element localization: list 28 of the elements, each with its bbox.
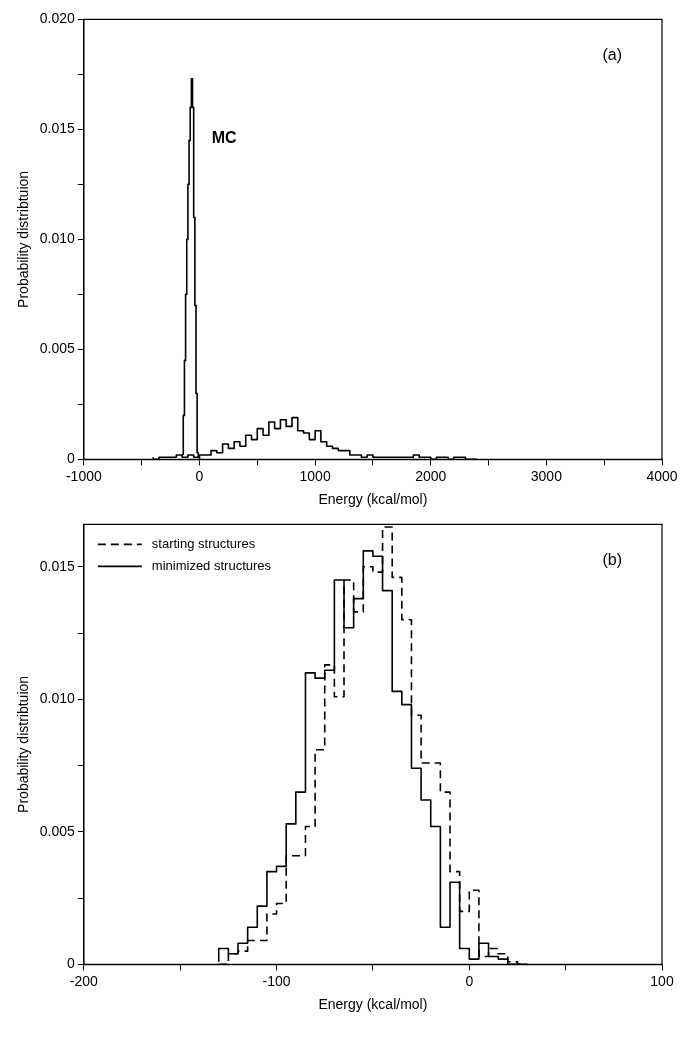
y-tick-label: 0.020 xyxy=(39,10,76,27)
annotation: (b) xyxy=(602,550,622,568)
y-tick-label: 0.015 xyxy=(39,557,76,574)
x-tick-label: 2000 xyxy=(415,467,447,484)
x-tick-label: 0 xyxy=(195,467,204,484)
x-tick-label: 0 xyxy=(465,972,474,989)
x-tick-label: -200 xyxy=(69,972,99,989)
y-tick-label: 0.005 xyxy=(39,822,76,839)
x-tick-label: -1000 xyxy=(65,467,102,484)
x-tick-label: 1000 xyxy=(299,467,331,484)
y-tick-label: 0.010 xyxy=(39,690,76,707)
x-tick-label: 3000 xyxy=(530,467,563,484)
y-tick-label: 0 xyxy=(67,955,76,972)
y-tick-label: 0.010 xyxy=(39,230,76,247)
x-tick-label: 4000 xyxy=(646,467,678,484)
x-tick-label: 100 xyxy=(650,972,674,989)
series-label: MC xyxy=(211,129,238,147)
y-tick-label: 0 xyxy=(67,450,76,467)
annotation: (a) xyxy=(602,45,622,63)
y-axis-title: Probability distribtuion xyxy=(15,170,32,308)
x-axis-title: Energy (kcal/mol) xyxy=(318,491,428,508)
y-tick-label: 0.005 xyxy=(39,340,76,357)
x-tick-label: -100 xyxy=(262,972,291,989)
y-axis-title: Probability distribtuion xyxy=(15,675,32,813)
legend-label: minimized structures xyxy=(151,557,272,573)
legend-label: starting structures xyxy=(151,535,256,551)
x-axis-title: Energy (kcal/mol) xyxy=(318,996,428,1013)
y-tick-label: 0.015 xyxy=(39,120,76,137)
